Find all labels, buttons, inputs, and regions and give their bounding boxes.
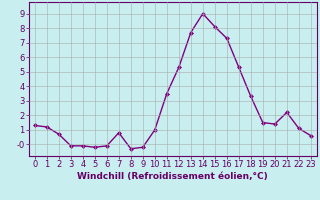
X-axis label: Windchill (Refroidissement éolien,°C): Windchill (Refroidissement éolien,°C) xyxy=(77,172,268,181)
